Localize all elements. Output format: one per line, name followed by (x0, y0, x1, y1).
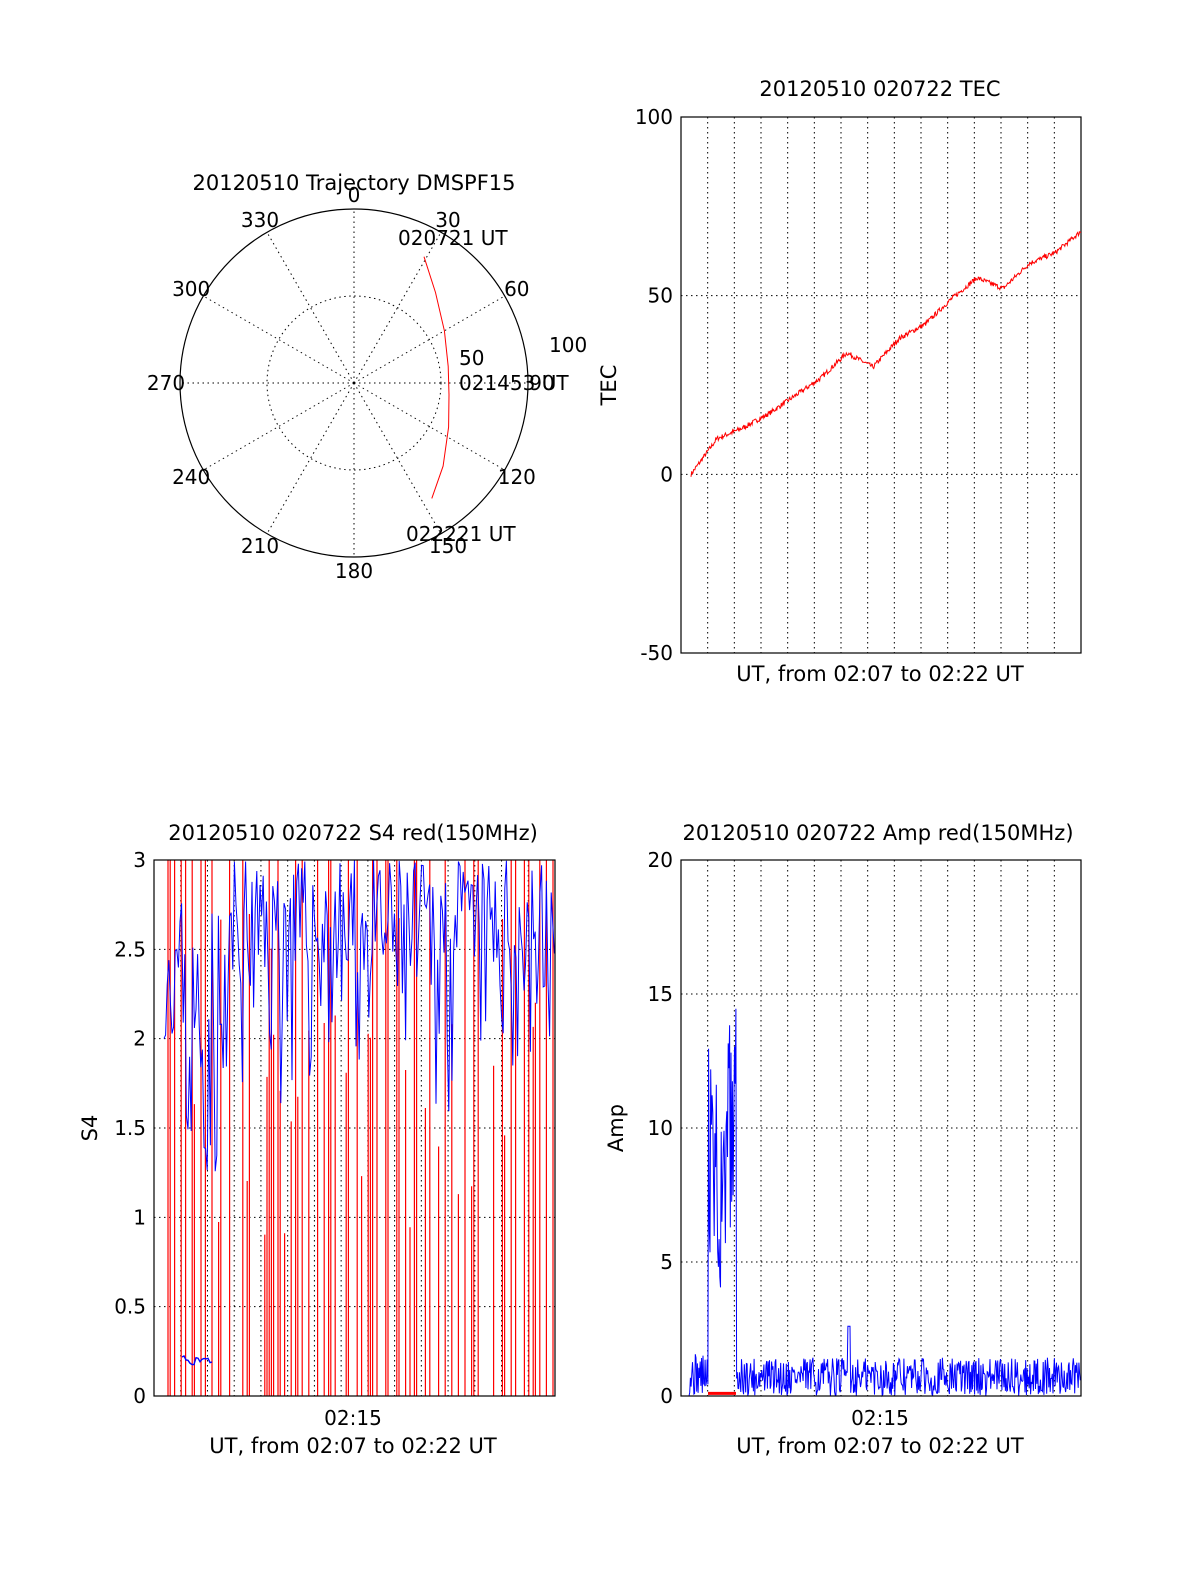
tec-y-tick: 50 (648, 284, 673, 308)
amp-y-tick: 10 (648, 1116, 673, 1140)
tec-y-tick: 100 (635, 105, 673, 129)
s4-y-tick: 0 (133, 1384, 146, 1408)
polar-angle-label: 60 (504, 277, 529, 301)
polar-angle-label: 330 (241, 208, 279, 232)
amp-blue-series (688, 1008, 1081, 1398)
tec-y-tick: 0 (660, 462, 673, 486)
polar-grid (180, 209, 528, 557)
s4-y-label: S4 (78, 1115, 102, 1142)
s4-chart: 20120510 020722 S4 red(150MHz) 3 2.5 2 1.5 1… (78, 821, 556, 1458)
s4-x-tick: 02:15 (324, 1406, 382, 1430)
s4-title: 20120510 020722 S4 red(150MHz) (168, 821, 538, 845)
s4-y-tick: 2 (133, 1027, 146, 1051)
s4-red-series (167, 860, 554, 1396)
s4-y-ticks: 3 2.5 2 1.5 1 0.5 0 (114, 848, 146, 1408)
polar-angle-label: 0 (348, 183, 361, 207)
polar-angle-label: 270 (147, 371, 185, 395)
polar-grid-spoke (203, 295, 355, 384)
polar-grid-spoke (353, 295, 505, 384)
polar-angle-label: 240 (172, 465, 210, 489)
tec-chart: 20120510 020722 TEC 100 50 0 -50 TEC UT, fr… (597, 77, 1082, 686)
polar-grid-spoke (353, 382, 505, 471)
amp-y-tick: 15 (648, 982, 673, 1006)
polar-annotation-end: 022221 UT (406, 522, 516, 546)
amp-grid (681, 860, 1081, 1396)
s4-y-tick: 3 (133, 848, 146, 872)
s4-y-tick: 1 (133, 1205, 146, 1229)
polar-angle-label: 90 (529, 371, 554, 395)
polar-angle-label: 180 (335, 559, 373, 583)
s4-blue-series (163, 859, 555, 1172)
polar-grid-spoke (353, 382, 442, 534)
amp-x-tick: 02:15 (851, 1406, 909, 1430)
s4-y-tick: 1.5 (114, 1116, 146, 1140)
polar-angle-label: 300 (172, 277, 210, 301)
amp-y-tick: 0 (660, 1384, 673, 1408)
tec-y-ticks: 100 50 0 -50 (635, 105, 673, 665)
polar-radius-label: 100 (549, 333, 587, 357)
tec-series-line (690, 230, 1081, 477)
tec-title: 20120510 020722 TEC (759, 77, 1000, 101)
polar-annotation-start: 020721 UT (398, 226, 508, 250)
polar-angle-label: 150 (429, 534, 467, 558)
s4-grid (154, 860, 555, 1396)
s4-y-tick: 2.5 (114, 937, 146, 961)
polar-angle-label: 30 (435, 208, 460, 232)
amp-x-label: UT, from 02:07 to 02:22 UT (736, 1434, 1024, 1458)
polar-angle-label: 210 (241, 534, 279, 558)
polar-radius-label: 50 (459, 346, 484, 370)
s4-frame (153, 859, 556, 1397)
polar-title: 20120510 Trajectory DMSPF15 (192, 171, 515, 195)
polar-chart: 20120510 Trajectory DMSPF15 0 30 60 90 120 15… (147, 171, 587, 583)
tec-y-tick: -50 (640, 641, 673, 665)
polar-grid-spoke (266, 232, 355, 384)
amp-chart: 20120510 020722 Amp red(150MHz) 20 15 10 5 0… (604, 821, 1082, 1458)
polar-annotation-mid: 021453 UT (459, 371, 569, 395)
polar-grid-spoke (266, 382, 355, 534)
polar-trajectory (423, 256, 450, 499)
amp-y-tick: 5 (660, 1250, 673, 1274)
polar-grid-spoke (353, 232, 442, 384)
tec-y-label: TEC (597, 365, 621, 407)
s4-y-tick: 0.5 (114, 1295, 146, 1319)
tec-x-label: UT, from 02:07 to 02:22 UT (736, 662, 1024, 686)
amp-frame (680, 859, 1082, 1397)
s4-blue-low-segment (181, 1355, 213, 1366)
amp-y-label: Amp (604, 1104, 628, 1152)
amp-y-ticks: 20 15 10 5 0 (648, 848, 673, 1408)
amp-title: 20120510 020722 Amp red(150MHz) (682, 821, 1073, 845)
amp-y-tick: 20 (648, 848, 673, 872)
tec-grid (681, 117, 1081, 653)
polar-grid-spoke (203, 382, 355, 471)
polar-grid-ring (266, 295, 442, 471)
polar-outer-ring (179, 208, 529, 558)
s4-red-trace (167, 860, 554, 1396)
s4-x-label: UT, from 02:07 to 02:22 UT (209, 1434, 497, 1458)
polar-angle-label: 120 (498, 465, 536, 489)
tec-frame (680, 116, 1082, 654)
polar-angle-labels: 0 30 60 90 120 150 180 210 240 270 300 330 (147, 183, 555, 583)
